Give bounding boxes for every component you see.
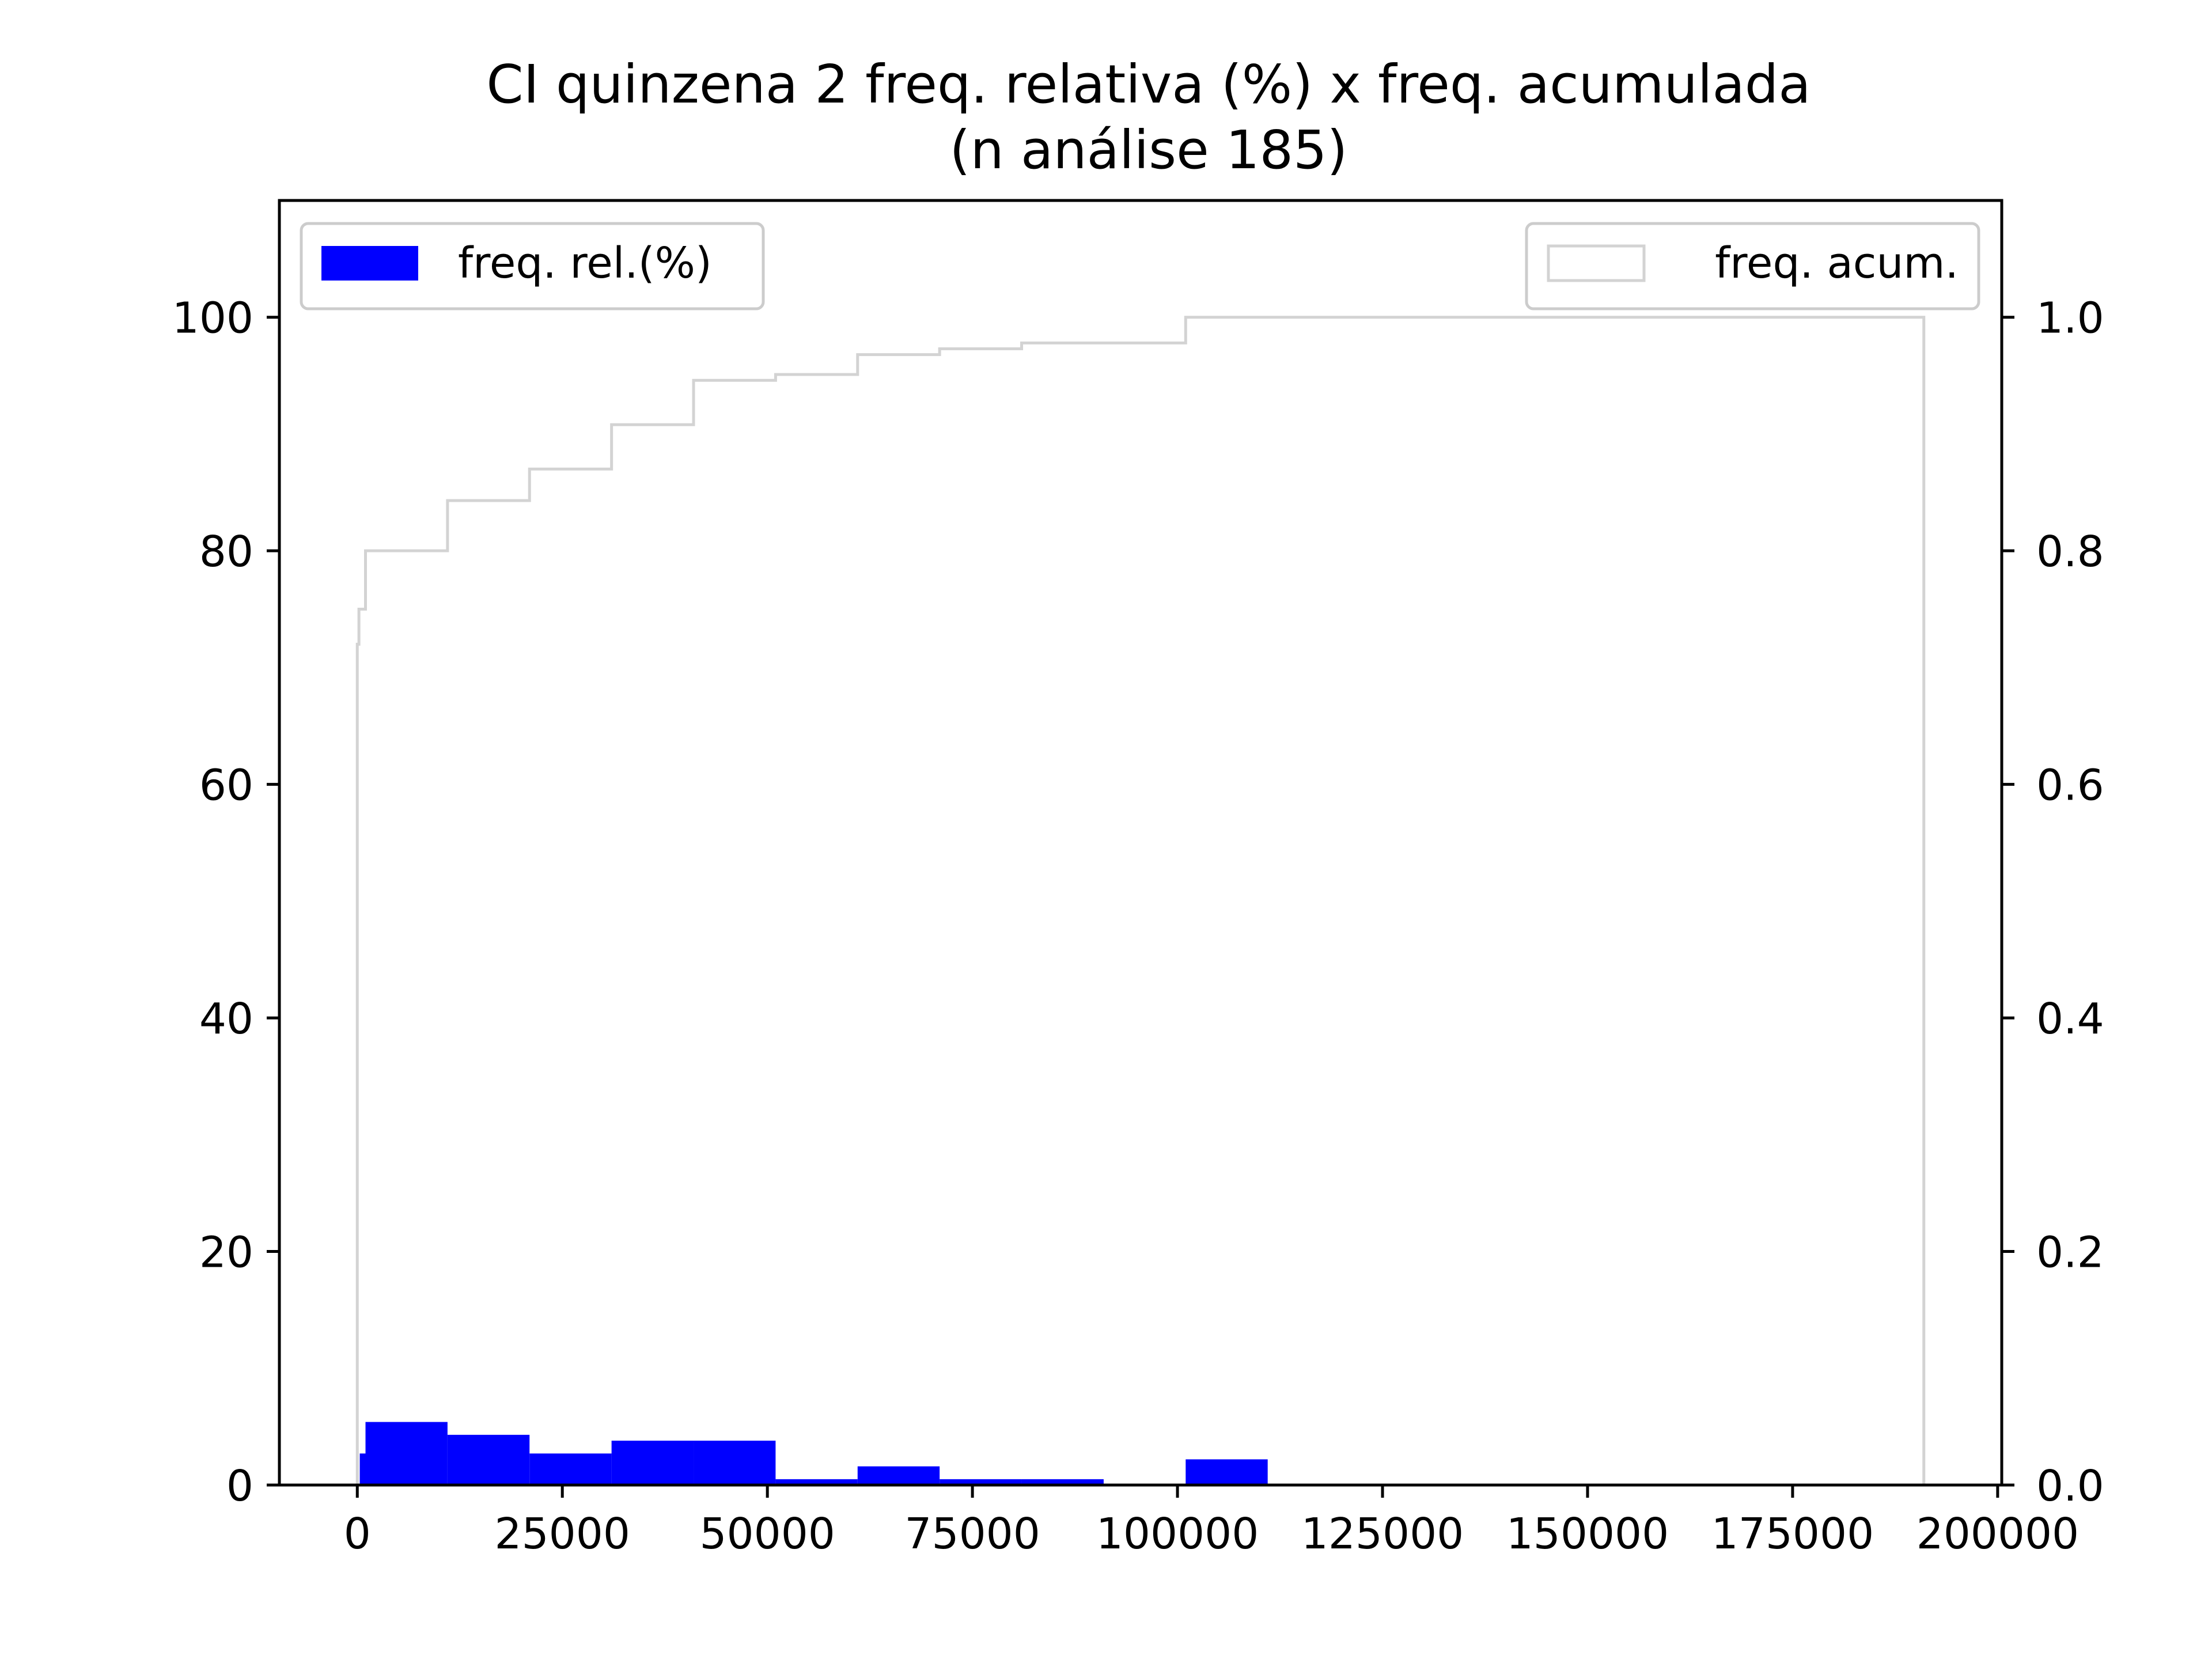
x-tick-label: 175000: [1711, 1509, 1874, 1559]
plot-frame: [278, 199, 2003, 1487]
y-tick-label: 20: [199, 1228, 253, 1278]
histogram-bar: [1185, 1459, 1268, 1485]
y-tick-label: 100: [172, 294, 253, 343]
y-tick-label: 0: [226, 1461, 253, 1511]
plot-area: [355, 316, 1926, 1485]
cumulative-step-line: [355, 316, 1926, 1485]
x-tick-label: 25000: [495, 1509, 630, 1559]
x-tick-label: 75000: [904, 1509, 1040, 1559]
axes: 0 25000 50000 75000 100000 125000 150000 175000…: [172, 199, 2104, 1559]
histogram-bar: [611, 1440, 694, 1485]
y2-tick-label: 0.8: [2036, 527, 2104, 577]
x-tick-label: 150000: [1506, 1509, 1669, 1559]
histogram-bar: [857, 1466, 940, 1485]
y2-tick-label: 0.4: [2036, 994, 2104, 1044]
x-tick-label: 125000: [1301, 1509, 1464, 1559]
histogram-bar: [694, 1440, 776, 1485]
x-tick-label: 200000: [1916, 1509, 2080, 1559]
chart-subtitle: (n análise 185): [950, 119, 1348, 181]
x-tick-label: 0: [344, 1509, 371, 1559]
y2-tick-label: 0.6: [2036, 761, 2104, 810]
y-tick-label: 60: [199, 761, 253, 810]
histogram-bar: [365, 1422, 448, 1485]
y2-tick-label: 0.2: [2036, 1228, 2104, 1278]
histogram-bar: [940, 1479, 1022, 1485]
histogram-bar: [775, 1479, 858, 1485]
legend-label: freq. rel.(%): [458, 238, 712, 288]
histogram-bar: [359, 1453, 366, 1485]
legend-swatch-filled: [321, 246, 418, 281]
legends: freq. rel.(%) freq. acum.: [300, 222, 1980, 310]
legend-box-left: [300, 222, 765, 310]
legend-label: freq. acum.: [1715, 238, 1959, 288]
histogram-bar: [447, 1434, 530, 1485]
histogram-bar: [529, 1453, 612, 1485]
y2-tick-label: 0.0: [2036, 1461, 2104, 1511]
chart-title: CI quinzena 2 freq. relativa (%) x freq.…: [486, 54, 1810, 115]
histogram-bar: [1021, 1479, 1104, 1485]
y2-tick-label: 1.0: [2036, 294, 2104, 343]
y-tick-label: 80: [199, 527, 253, 577]
y-tick-label: 40: [199, 994, 253, 1044]
x-tick-label: 100000: [1096, 1509, 1259, 1559]
legend-swatch-outline: [1547, 244, 1646, 282]
x-tick-label: 50000: [699, 1509, 835, 1559]
